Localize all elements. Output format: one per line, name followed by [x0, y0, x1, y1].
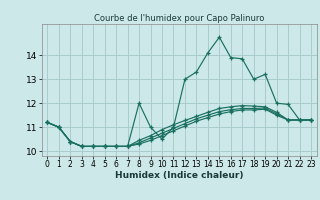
Title: Courbe de l'humidex pour Capo Palinuro: Courbe de l'humidex pour Capo Palinuro: [94, 14, 264, 23]
X-axis label: Humidex (Indice chaleur): Humidex (Indice chaleur): [115, 171, 244, 180]
